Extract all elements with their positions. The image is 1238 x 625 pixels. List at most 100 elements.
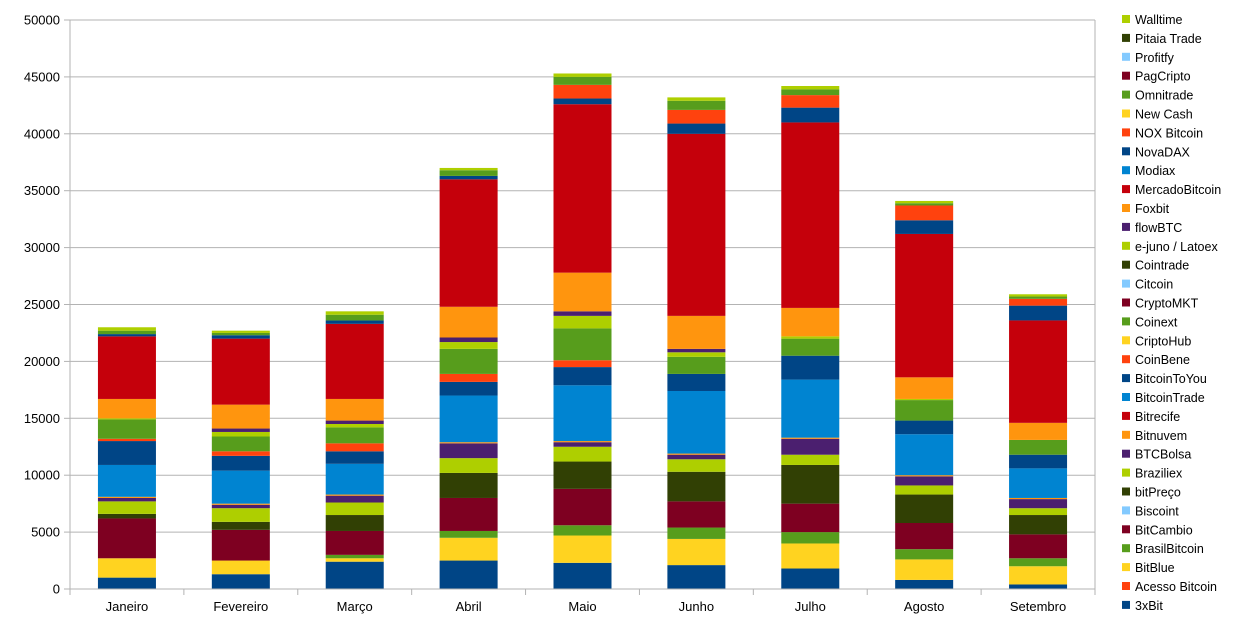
bar-segment [211,470,270,504]
bar-segment [553,73,612,77]
bar-segment [781,464,840,504]
bar-segment [895,475,954,477]
bar-segment [781,379,840,438]
bar-segment [781,503,840,533]
legend-swatch [1122,487,1130,496]
legend-label: BrasilBitcoin [1135,542,1204,556]
bar-segment [97,501,156,514]
bar-segment [667,356,726,374]
bar-segment [553,442,612,447]
bar-segment [895,200,954,204]
x-tick-label: Maio [568,599,596,614]
y-tick-label: 0 [53,582,60,597]
y-tick-label: 30000 [24,240,60,255]
bar-segment [97,513,156,519]
legend-label: BitcoinTrade [1135,391,1205,405]
legend-label: MercadoBitcoin [1135,183,1221,197]
legend-swatch [1122,52,1130,61]
bar-segment [211,529,270,561]
legend-swatch [1122,204,1130,212]
legend-label: 3xBit [1135,599,1163,613]
legend-swatch [1122,147,1130,156]
bar-segment [667,315,726,349]
y-tick-label: 5000 [31,525,60,540]
bar-segment [439,348,498,374]
bar-segment [895,377,954,399]
bar-segment [553,535,612,563]
legend-swatch [1122,260,1130,269]
bar-segment [439,373,498,382]
bar-segment [439,395,498,443]
bar-segment [667,123,726,134]
bar-segment [325,451,384,464]
y-tick-label: 20000 [24,354,60,369]
bar-segment [1009,499,1068,509]
bar-segment [439,342,498,349]
bar-segment [895,494,954,523]
bar-segment [97,497,156,502]
bar-segment [439,530,498,538]
bar-segment [97,419,156,439]
legend-label: Citcoin [1135,278,1173,292]
bar-segment [667,348,726,353]
bar-segment [553,525,612,536]
legend-label: BTCBolsa [1135,448,1191,462]
bar-segment [781,532,840,544]
bar-segment [895,549,954,560]
legend-swatch [1122,15,1130,23]
bar-segment [1009,508,1068,516]
bar-segment [895,233,954,378]
bar-segment [781,307,840,337]
bar-segment [553,98,612,105]
legend-label: BitcoinToYou [1135,372,1207,386]
legend-swatch [1122,563,1130,572]
bar-segment [1009,454,1068,469]
bar-segment [211,338,270,405]
bar-segment [895,420,954,435]
legend-swatch [1122,468,1130,477]
bar-segment [211,560,270,575]
bar-segment [1009,439,1068,455]
x-tick-label: Janeiro [106,599,149,614]
bar-segment [439,472,498,498]
bar-segment [1009,566,1068,585]
bar-segment [781,355,840,380]
bar-segment [895,522,954,550]
legend-label: NovaDAX [1135,145,1191,159]
y-tick-label: 15000 [24,411,60,426]
bar-segment [325,427,384,444]
bar-segment [325,463,384,495]
y-axis-tick-labels: 0 5000 10000 15000 20000 25000 30000 35000 40000… [24,13,60,597]
bar-segment [1009,305,1068,321]
bar-segment [895,559,954,580]
x-tick-label: Agosto [904,599,944,614]
bar-segment [325,554,384,559]
legend-label: Braziliex [1135,467,1183,481]
legend-label: Biscoint [1135,504,1179,518]
bar-segment [439,170,498,176]
bar-segment [667,471,726,502]
bar-segment [97,336,156,399]
bar-segment [895,476,954,486]
bar-segment [211,436,270,452]
legend-label: Bitnuvem [1135,429,1187,443]
bar-segment [1009,468,1068,498]
bar-segment [667,390,726,454]
legend-label: BitCambio [1135,523,1193,537]
bar-segment [667,565,726,589]
bar-segment [895,400,954,421]
legend-swatch [1122,393,1130,401]
legend-swatch [1122,355,1130,364]
legend-label: Coinext [1135,315,1178,329]
x-tick-label: Março [337,599,373,614]
bar-segment [781,338,840,356]
legend-swatch [1122,109,1130,118]
legend-label: Foxbit [1135,202,1170,216]
bar-segment [667,133,726,316]
bar-segment [781,122,840,308]
legend-swatch [1122,336,1130,345]
bar-segment [553,488,612,526]
legend-label: Profitfy [1135,51,1175,65]
bar-segment [553,446,612,462]
